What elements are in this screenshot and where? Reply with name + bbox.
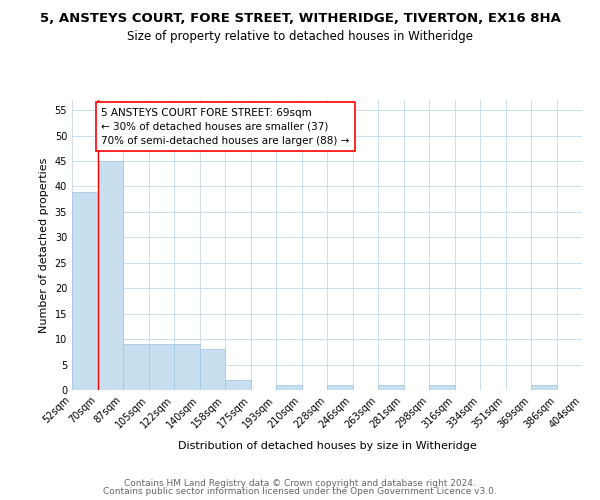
Text: 5, ANSTEYS COURT, FORE STREET, WITHERIDGE, TIVERTON, EX16 8HA: 5, ANSTEYS COURT, FORE STREET, WITHERIDG… (40, 12, 560, 26)
Y-axis label: Number of detached properties: Number of detached properties (39, 158, 49, 332)
Bar (225, 380, 251, 390)
Bar (531, 385, 557, 390)
Text: Contains public sector information licensed under the Open Government Licence v3: Contains public sector information licen… (103, 487, 497, 496)
Text: Size of property relative to detached houses in Witheridge: Size of property relative to detached ho… (127, 30, 473, 43)
Bar (123, 344, 149, 390)
Bar (199, 350, 225, 390)
Text: 5 ANSTEYS COURT FORE STREET: 69sqm
← 30% of detached houses are smaller (37)
70%: 5 ANSTEYS COURT FORE STREET: 69sqm ← 30%… (101, 108, 350, 146)
Text: Contains HM Land Registry data © Crown copyright and database right 2024.: Contains HM Land Registry data © Crown c… (124, 478, 476, 488)
Bar (149, 344, 174, 390)
Bar (378, 385, 404, 390)
Bar (97, 161, 123, 390)
Bar (72, 192, 97, 390)
Bar (174, 344, 199, 390)
X-axis label: Distribution of detached houses by size in Witheridge: Distribution of detached houses by size … (178, 441, 476, 451)
Bar (276, 385, 302, 390)
Bar (327, 385, 353, 390)
Bar (429, 385, 455, 390)
